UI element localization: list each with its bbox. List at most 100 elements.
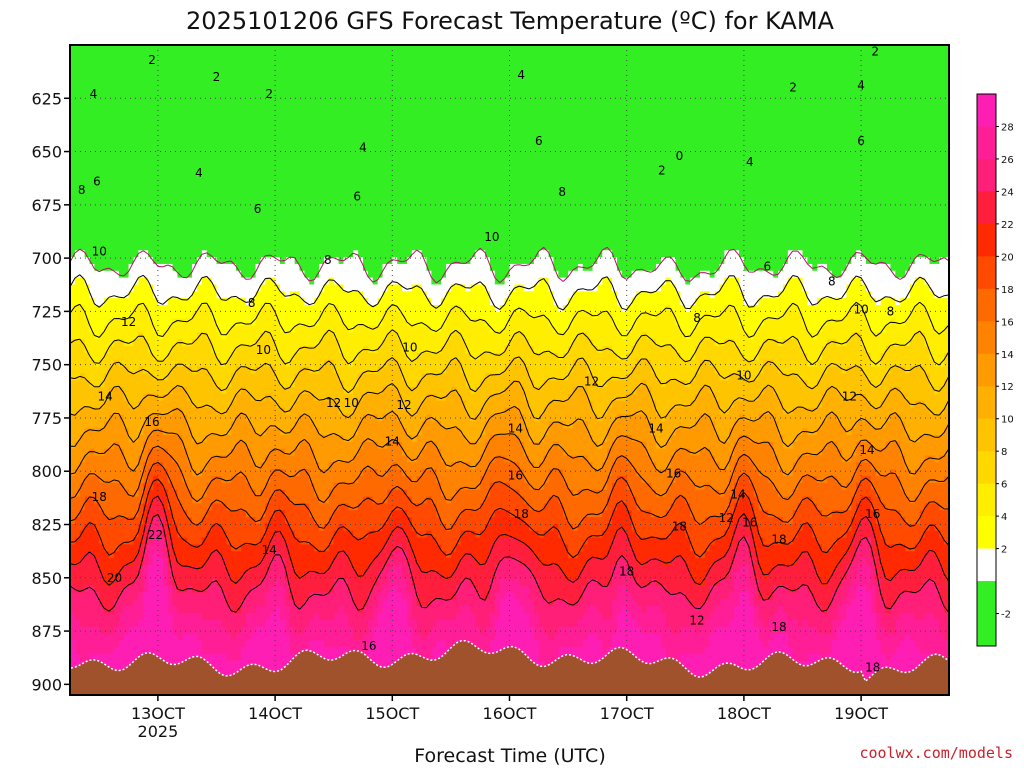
isotherm-label: 14 (98, 390, 113, 404)
colorbar-tick-label: 6 (1001, 480, 1007, 491)
y-tick-label: 775 (31, 409, 62, 428)
isotherm-label: 12 (584, 375, 599, 389)
colorbar-swatch (977, 353, 996, 387)
y-tick-label: 800 (31, 462, 62, 481)
isotherm-label: 18 (92, 490, 107, 504)
x-tick-label: 16OCT (483, 704, 537, 723)
y-tick-label: 825 (31, 516, 62, 535)
isotherm-label: 8 (887, 304, 895, 318)
isotherm-label: 2 (658, 164, 666, 178)
colorbar-tick-label: 18 (1001, 285, 1014, 296)
colorbar-frame (976, 93, 997, 647)
isotherm-label: 10 (853, 302, 868, 316)
y-tick-label: 650 (31, 143, 62, 162)
isotherm-label: 16 (666, 466, 681, 480)
isotherm-label: 12 (396, 398, 411, 412)
colorbar-swatch (977, 483, 996, 517)
colorbar-tick-label: 22 (1001, 220, 1014, 231)
isotherm-label: 4 (746, 155, 754, 169)
isotherm-label: 18 (619, 564, 634, 578)
y-tick-label: 750 (31, 356, 62, 375)
colorbar-swatch (977, 386, 996, 420)
isotherm-label: 8 (248, 296, 256, 310)
isotherm-label: 0 (676, 149, 684, 163)
colorbar-tick-label: 14 (1001, 350, 1014, 361)
isotherm-8 (70, 356, 949, 394)
isotherm-4 (70, 301, 949, 338)
colorbar-swatch (977, 256, 996, 290)
watermark-text: coolwx.com/models (859, 744, 1013, 762)
isotherm-label: 8 (693, 311, 701, 325)
x-tick-sublabel: 2025 (138, 722, 179, 741)
isotherm-labels: 222 2220444444666666888888810101010101010… (78, 44, 895, 674)
y-tick-label: 700 (31, 249, 62, 268)
x-tick-label: 14OCT (248, 704, 302, 723)
colorbar-swatch (977, 158, 996, 192)
x-tick-label: 17OCT (600, 704, 654, 723)
isotherm-0 (70, 246, 949, 284)
colorbar-tick-label: 24 (1001, 187, 1014, 198)
isotherm-label: 2 (871, 44, 879, 58)
isotherm-label: 4 (857, 78, 865, 92)
colorbar-tick-label: 4 (1001, 512, 1007, 523)
colorbar-tick-label: 28 (1001, 122, 1014, 133)
colorbar-tick-label: -2 (1001, 610, 1011, 621)
isotherm-label: 6 (353, 189, 361, 203)
isotherm-24 (70, 513, 949, 614)
isotherm-label: 2 (789, 81, 797, 95)
isotherm-22 (70, 495, 949, 586)
colorbar-tick-label: 2 (1001, 545, 1007, 556)
colorbar-swatch (977, 516, 996, 550)
isotherm-20 (70, 478, 949, 559)
colorbar-tick-label: 20 (1001, 252, 1014, 263)
isotherm-label: 14 (648, 422, 663, 436)
x-axis-label: Forecast Time (UTC) (414, 745, 605, 767)
colorbar-swatch (977, 126, 996, 160)
x-tick-label: 18OCT (717, 704, 771, 723)
isotherm-label: 14 (262, 543, 277, 557)
isotherm-label: 12 (719, 511, 734, 525)
ground-fill (70, 639, 949, 695)
isotherm-label: 12 (842, 390, 857, 404)
isotherm-label: 12 (689, 613, 704, 627)
colorbar-tick-label: 10 (1001, 415, 1014, 426)
colorbar-swatch (977, 418, 996, 452)
isotherm-label: 6 (857, 134, 865, 148)
colorbar-swatch (977, 451, 996, 485)
chart-title: 2025101206 GFS Forecast Temperature (ºC)… (186, 7, 835, 35)
grid-lines (70, 45, 949, 695)
isotherm-label: 12 (326, 396, 341, 410)
colorbar-tick-label: 12 (1001, 382, 1014, 393)
isotherm-6 (70, 329, 949, 366)
isotherm-label: 18 (865, 660, 880, 674)
isotherm-label: 6 (764, 260, 772, 274)
isotherm-label: 2 (148, 53, 156, 67)
isotherm-label: 22 (148, 528, 163, 542)
isotherm-label: 12 (121, 315, 136, 329)
isotherm-label: 10 (344, 396, 359, 410)
isotherm-label: 4 (90, 87, 98, 101)
isotherm-label: 16 (508, 468, 523, 482)
isotherm-label: 14 (730, 488, 745, 502)
colorbar-legend: 28 26 24 22 20 18 16 14 12 10 8 6 4 2 -2 (976, 93, 1014, 647)
ground-surface (70, 639, 949, 695)
y-tick-label: 675 (31, 196, 62, 215)
isotherm-label: 20 (107, 571, 122, 585)
isotherm-label: 16 (865, 507, 880, 521)
colorbar-tick-label: 26 (1001, 155, 1014, 166)
colorbar-swatch (977, 321, 996, 355)
colorbar-swatch (977, 613, 996, 647)
x-tick-label: 13OCT (131, 704, 185, 723)
colorbar-tick-label: 16 (1001, 317, 1014, 328)
isotherm-label: 8 (78, 183, 86, 197)
isotherm-label: 16 (144, 415, 159, 429)
isotherm-label: 4 (359, 140, 367, 154)
isotherm-label: 6 (93, 174, 101, 188)
isotherm-label: 4 (517, 68, 525, 82)
isotherm-label: 8 (558, 185, 566, 199)
isotherm-label: 8 (828, 275, 836, 289)
isotherm-label: 10 (256, 343, 271, 357)
isotherm-label: 10 (484, 230, 499, 244)
y-tick-label: 850 (31, 569, 62, 588)
